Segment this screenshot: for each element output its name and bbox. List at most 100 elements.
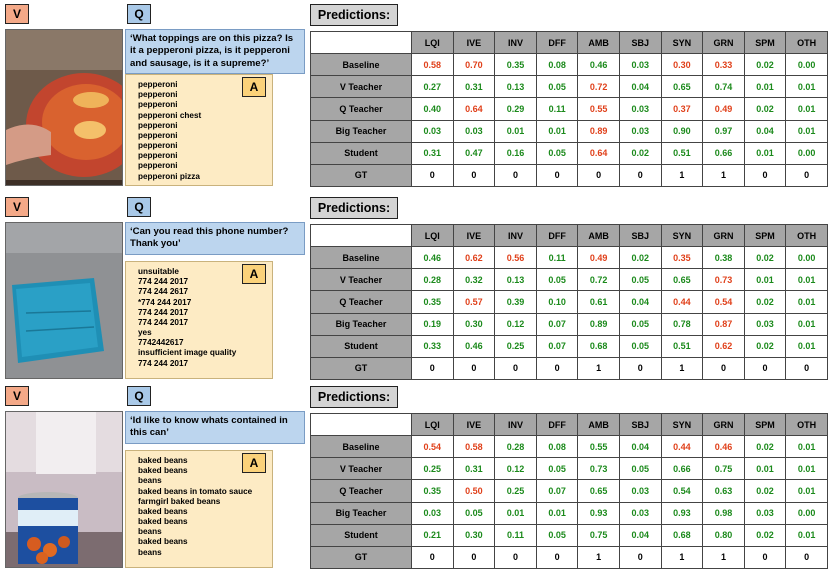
table-cell: 0.01 xyxy=(785,97,828,121)
table-cell: 0 xyxy=(577,163,620,188)
question-tag: Q xyxy=(127,4,151,24)
table-cell: 0.35 xyxy=(660,246,704,270)
table-cell: 0.03 xyxy=(618,501,662,525)
table-cell: 0.05 xyxy=(452,501,496,525)
table-corner xyxy=(310,412,412,437)
table-cell: 0 xyxy=(785,545,828,570)
table-cell: 0.30 xyxy=(452,523,496,547)
table-cell: 0.47 xyxy=(452,141,496,165)
table-row: Big Teacher 0.03 0.03 0.01 0.01 0.89 0.03 0.90 0… xyxy=(310,119,828,143)
answer-item: pepperoni pizza xyxy=(138,171,200,181)
table-cell: 0.04 xyxy=(618,290,662,314)
table-cell: 0.72 xyxy=(577,268,620,292)
table-cell: 0.01 xyxy=(494,119,537,143)
table-cell: 0.74 xyxy=(702,75,745,99)
answer-box: A unsuitable 774 244 2017 774 244 2617 *774… xyxy=(125,261,273,379)
table-cell: 0.27 xyxy=(411,75,454,99)
table-cell: 0.01 xyxy=(535,501,579,525)
column-header-spm: SPM xyxy=(743,30,787,55)
table-cell: 0.51 xyxy=(660,141,704,165)
table-cell: 0 xyxy=(411,163,454,188)
table-cell: 0 xyxy=(702,356,745,381)
table-cell: 0.65 xyxy=(660,75,704,99)
table-cell: 0.54 xyxy=(660,479,704,503)
table-cell: 0.16 xyxy=(494,141,537,165)
table-cell: 0.01 xyxy=(743,75,787,99)
table-cell: 0.01 xyxy=(785,290,828,314)
table-cell: 0.29 xyxy=(494,97,537,121)
table-cell: 0.01 xyxy=(743,268,787,292)
row-label: Big Teacher xyxy=(310,312,412,336)
table-cell: 0.51 xyxy=(660,334,704,358)
table-cell: 0.01 xyxy=(743,457,787,481)
table-cell: 0.01 xyxy=(785,75,828,99)
table-cell: 0 xyxy=(411,545,454,570)
table-cell: 0.11 xyxy=(494,523,537,547)
table-cell: 0.93 xyxy=(660,501,704,525)
table-cell: 0.37 xyxy=(660,97,704,121)
table-cell: 0.01 xyxy=(785,334,828,358)
table-cell: 0.50 xyxy=(452,479,496,503)
column-header-grn: GRN xyxy=(702,223,745,248)
answer-list: pepperoni pepperoni pepperoni pepperoni che… xyxy=(138,80,266,182)
table-cell: 0 xyxy=(452,545,496,570)
row-label: Student xyxy=(310,523,412,547)
answer-tag: A xyxy=(242,77,266,97)
table-cell: 0.21 xyxy=(411,523,454,547)
table-cell: 0.11 xyxy=(535,246,579,270)
table-cell: 0.35 xyxy=(411,290,454,314)
table-cell: 0.02 xyxy=(618,246,662,270)
table-cell: 0.02 xyxy=(743,290,787,314)
row-label: GT xyxy=(310,356,412,381)
table-cell: 0.73 xyxy=(702,268,745,292)
table-cell: 0.31 xyxy=(452,75,496,99)
table-cell: 0.02 xyxy=(743,53,787,77)
answer-item: beans xyxy=(138,547,162,557)
row-label: V Teacher xyxy=(310,268,412,292)
row-label: Q Teacher xyxy=(310,97,412,121)
table-cell: 0.62 xyxy=(452,246,496,270)
answer-list: baked beans baked beans beans baked beans i… xyxy=(138,456,266,558)
answer-item: *774 244 2017 xyxy=(138,297,192,307)
table-cell: 0.35 xyxy=(411,479,454,503)
table-cell: 0.54 xyxy=(411,435,454,459)
table-cell: 0.19 xyxy=(411,312,454,336)
table-cell: 0.02 xyxy=(618,141,662,165)
table-cell: 0.78 xyxy=(660,312,704,336)
answer-item: 7742442617 xyxy=(138,338,184,348)
answer-item: baked beans xyxy=(138,456,188,465)
question-tag: Q xyxy=(127,197,151,217)
table-cell: 0.93 xyxy=(577,501,620,525)
question-text: ‘Id like to know whats contained in this… xyxy=(125,411,305,444)
column-header-ive: IVE xyxy=(452,223,496,248)
table-row: Q Teacher 0.40 0.64 0.29 0.11 0.55 0.03 0.37 0.4… xyxy=(310,97,828,121)
row-label: Big Teacher xyxy=(310,119,412,143)
table-cell: 0.05 xyxy=(535,523,579,547)
predictions-table: LQI IVE INV DFF AMB SBJ SYN GRN SPM OTH Baseline 0.… xyxy=(310,30,828,188)
answer-item: 774 244 2617 xyxy=(138,287,189,297)
row-label: Q Teacher xyxy=(310,479,412,503)
table-cell: 1 xyxy=(577,545,620,570)
table-cell: 0.68 xyxy=(660,523,704,547)
answer-item: 774 244 2017 xyxy=(138,277,189,287)
question-text: ‘What toppings are on this pizza? Is it … xyxy=(125,29,305,75)
table-cell: 0.05 xyxy=(618,457,662,481)
answer-item: pepperoni chest xyxy=(138,110,202,120)
row-label: Student xyxy=(310,141,412,165)
table-cell: 0.01 xyxy=(494,501,537,525)
table-cell: 0.31 xyxy=(452,457,496,481)
table-cell: 0.01 xyxy=(785,479,828,503)
answer-item: pepperoni xyxy=(138,141,178,151)
answer-tag: A xyxy=(242,453,266,473)
table-cell: 0.07 xyxy=(535,479,579,503)
table-cell: 0.03 xyxy=(743,501,787,525)
table-row: Student 0.31 0.47 0.16 0.05 0.64 0.02 0.51 0.66 0… xyxy=(310,141,828,165)
table-cell: 0 xyxy=(743,356,787,381)
table-cell: 0.02 xyxy=(743,435,787,459)
answer-item: 774 244 2017 xyxy=(138,317,189,327)
table-cell: 0.00 xyxy=(785,141,828,165)
table-row: V Teacher 0.28 0.32 0.13 0.05 0.72 0.05 0.65 0.7… xyxy=(310,268,828,292)
column-header-syn: SYN xyxy=(660,412,704,437)
table-cell: 0.58 xyxy=(452,435,496,459)
column-header-oth: OTH xyxy=(785,412,828,437)
